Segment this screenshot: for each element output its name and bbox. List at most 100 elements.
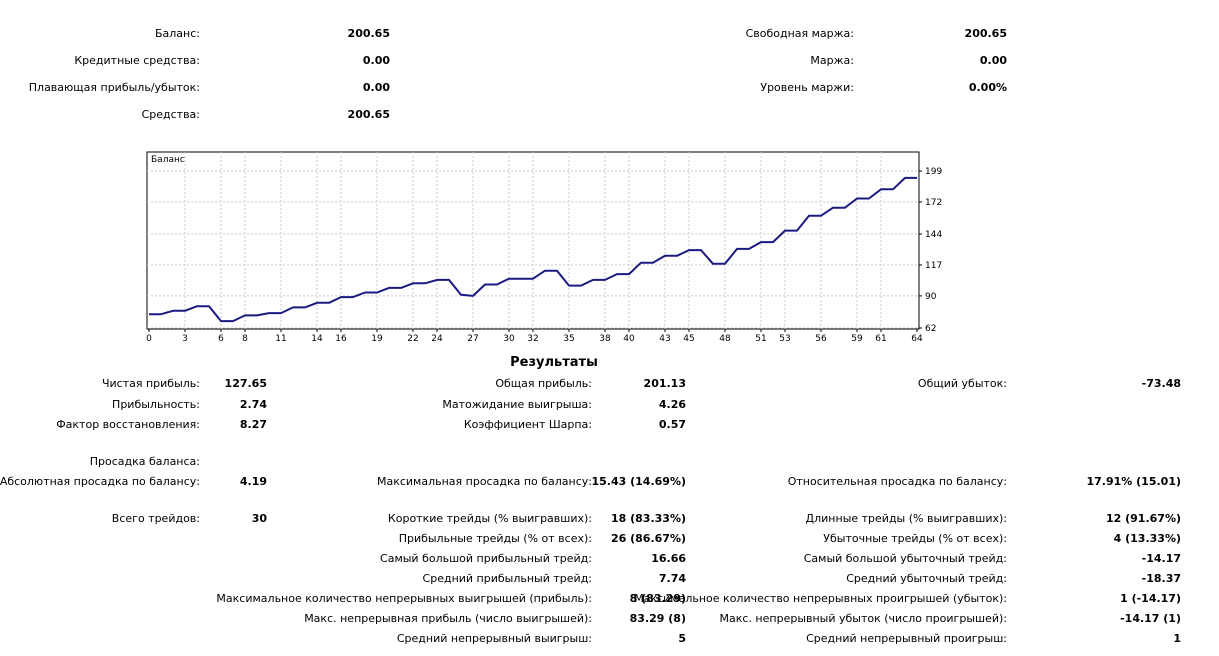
margin-level-value: 0.00% [968, 81, 1007, 94]
recovery-factor-label: Фактор восстановления: [56, 418, 200, 431]
x-tick-label: 16 [335, 334, 347, 344]
expected-payoff-value: 4.26 [658, 398, 686, 411]
x-tick-label: 14 [311, 334, 323, 344]
max-consecutive-losses-value: 1 (-14.17) [1120, 592, 1181, 605]
x-tick-label: 8 [242, 334, 248, 344]
y-tick-label: 62 [925, 324, 936, 334]
y-tick-label: 90 [925, 292, 937, 302]
max-drawdown-label: Максимальная просадка по балансу: [376, 475, 592, 488]
free-margin-value: 200.65 [964, 27, 1007, 40]
net-profit-label: Чистая прибыль: [101, 377, 200, 390]
x-tick-label: 56 [815, 334, 827, 344]
relative-drawdown-value: 17.91% (15.01) [1086, 475, 1182, 488]
avg-consecutive-wins-value: 5 [678, 632, 686, 645]
chart-grid [147, 152, 919, 329]
x-tick-label: 51 [755, 334, 766, 344]
x-tick-label: 22 [407, 334, 418, 344]
short-trades-value: 18 (83.33%) [610, 512, 686, 525]
x-tick-label: 43 [659, 334, 670, 344]
margin-value: 0.00 [979, 54, 1007, 67]
y-tick-label: 199 [925, 167, 942, 177]
balance-line [149, 176, 917, 323]
x-tick-label: 59 [851, 334, 863, 344]
max-consecutive-profit-label: Макс. непрерывная прибыль (число выигрыш… [304, 612, 592, 625]
largest-loss-label: Самый большой убыточный трейд: [803, 552, 1007, 565]
x-tick-label: 27 [467, 334, 478, 344]
x-tick-label: 6 [218, 334, 224, 344]
x-tick-label: 45 [683, 334, 694, 344]
total-trades-label: Всего трейдов: [111, 512, 200, 525]
short-trades-label: Короткие трейды (% выигравших): [387, 512, 592, 525]
floating-pl-value: 0.00 [362, 81, 390, 94]
absolute-drawdown-label: Абсолютная просадка по балансу: [0, 475, 200, 488]
margin-label: Маржа: [810, 54, 854, 67]
balance-chart: Баланс 0 3 6 8 11 14 16 19 22 24 27 30 32 35 38 40 43 45 4… [146, 151, 942, 344]
relative-drawdown-label: Относительная просадка по балансу: [787, 475, 1007, 488]
avg-consecutive-losses-label: Средний непрерывный проигрыш: [806, 632, 1007, 645]
profit-trades-label: Прибыльные трейды (% от всех): [398, 532, 592, 545]
avg-consecutive-wins-label: Средний непрерывный выигрыш: [396, 632, 592, 645]
free-margin-label: Свободная маржа: [745, 27, 854, 40]
avg-profit-label: Средний прибыльный трейд: [422, 572, 592, 585]
total-trades-value: 30 [251, 512, 267, 525]
y-tick-label: 172 [925, 198, 942, 208]
max-consecutive-wins-label: Максимальное количество непрерывных выиг… [216, 592, 592, 605]
x-tick-label: 35 [563, 334, 574, 344]
profit-factor-label: Прибыльность: [112, 398, 200, 411]
sharpe-ratio-value: 0.57 [658, 418, 686, 431]
x-tick-label: 0 [146, 334, 152, 344]
x-tick-label: 61 [875, 334, 886, 344]
floating-pl-label: Плавающая прибыль/убыток: [28, 81, 200, 94]
absolute-drawdown-value: 4.19 [239, 475, 267, 488]
chart-x-axis: 0 3 6 8 11 14 16 19 22 24 27 30 32 35 38 40 43 45 48 51 53 56… [146, 329, 923, 344]
max-consecutive-wins-value: 8 (83.29) [629, 592, 686, 605]
x-tick-label: 40 [623, 334, 635, 344]
max-drawdown-value: 15.43 (14.69%) [591, 475, 687, 488]
sharpe-ratio-label: Коэффициент Шарпа: [463, 418, 592, 431]
gross-loss-value: -73.48 [1141, 377, 1181, 390]
expected-payoff-label: Матожидание выигрыша: [442, 398, 592, 411]
credit-value: 0.00 [362, 54, 390, 67]
chart-y-axis: 199 172 144 117 90 62 [919, 167, 942, 334]
gross-loss-label: Общий убыток: [917, 377, 1007, 390]
max-consecutive-loss-value: -14.17 (1) [1120, 612, 1181, 625]
x-tick-label: 64 [911, 334, 923, 344]
long-trades-label: Длинные трейды (% выигравших): [805, 512, 1007, 525]
x-tick-label: 11 [275, 334, 286, 344]
x-tick-label: 48 [719, 334, 731, 344]
balance-value: 200.65 [347, 27, 390, 40]
largest-profit-value: 16.66 [651, 552, 686, 565]
equity-value: 200.65 [347, 108, 390, 121]
recovery-factor-value: 8.27 [239, 418, 267, 431]
drawdown-header: Просадка баланса: [89, 455, 200, 468]
x-tick-label: 32 [527, 334, 538, 344]
avg-consecutive-losses-value: 1 [1173, 632, 1181, 645]
largest-loss-value: -14.17 [1141, 552, 1181, 565]
results-heading: Результаты [510, 355, 598, 370]
max-consecutive-profit-value: 83.29 (8) [629, 612, 686, 625]
x-tick-label: 53 [779, 334, 790, 344]
x-tick-label: 3 [182, 334, 188, 344]
credit-label: Кредитные средства: [74, 54, 200, 67]
avg-loss-label: Средний убыточный трейд: [846, 572, 1007, 585]
x-tick-label: 24 [431, 334, 443, 344]
x-tick-label: 38 [599, 334, 611, 344]
net-profit-value: 127.65 [224, 377, 267, 390]
y-tick-label: 117 [925, 261, 942, 271]
gross-profit-value: 201.13 [643, 377, 686, 390]
equity-label: Средства: [141, 108, 200, 121]
loss-trades-value: 4 (13.33%) [1113, 532, 1181, 545]
max-consecutive-loss-label: Макс. непрерывный убыток (число проигрыш… [719, 612, 1007, 625]
gross-profit-label: Общая прибыль: [495, 377, 592, 390]
y-tick-label: 144 [925, 230, 942, 240]
balance-label: Баланс: [154, 27, 200, 40]
avg-loss-value: -18.37 [1141, 572, 1181, 585]
max-consecutive-losses-label: Максимальное количество непрерывных прои… [634, 592, 1007, 605]
x-tick-label: 30 [503, 334, 515, 344]
profit-factor-value: 2.74 [239, 398, 267, 411]
largest-profit-label: Самый большой прибыльный трейд: [380, 552, 592, 565]
margin-level-label: Уровень маржи: [760, 81, 854, 94]
chart-series [149, 176, 917, 323]
avg-profit-value: 7.74 [658, 572, 686, 585]
x-tick-label: 19 [371, 334, 383, 344]
